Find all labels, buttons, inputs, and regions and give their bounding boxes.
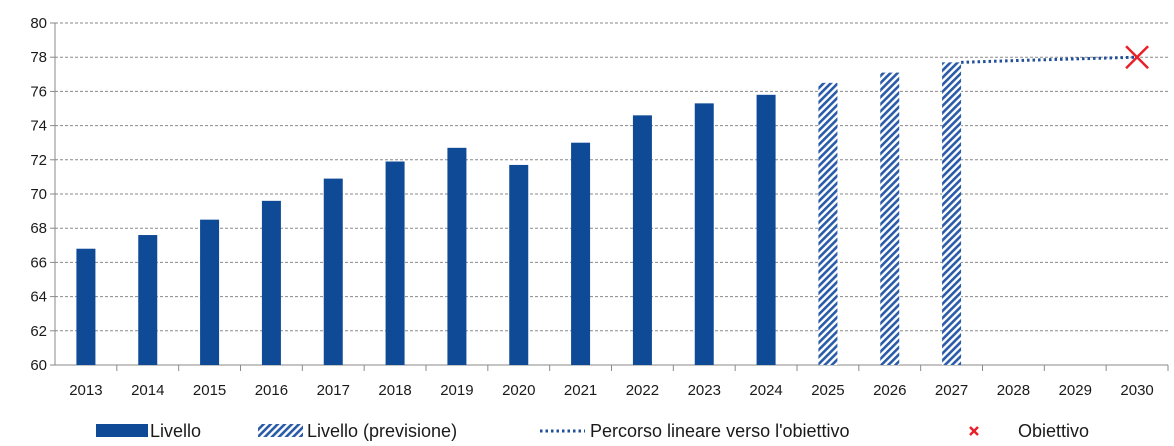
y-tick-label: 76	[30, 83, 47, 100]
legend-item: Livello (previsione)	[258, 421, 457, 441]
x-tick-label: 2021	[564, 382, 597, 399]
y-tick-label: 70	[30, 186, 47, 203]
legend: Livello Livello (previsione) Percorso line…	[96, 421, 1089, 441]
x-tick-label: 2024	[749, 382, 782, 399]
bars	[76, 62, 962, 366]
path-line	[961, 55, 1138, 64]
y-tick-label: 60	[30, 357, 47, 374]
bar-livello	[756, 94, 776, 365]
legend-label: Livello	[150, 421, 201, 441]
legend-swatch	[96, 424, 148, 437]
legend-item: Percorso lineare verso l'obiettivo	[540, 421, 850, 441]
bar-livello	[323, 178, 343, 365]
bar-livello	[76, 248, 96, 365]
x-tick-label: 2030	[1120, 382, 1153, 399]
bar-livello-previsione	[880, 72, 900, 365]
y-tick-label: 62	[30, 323, 47, 340]
gridlines	[55, 22, 1168, 332]
target-path	[961, 55, 1138, 64]
legend-item: Livello	[96, 421, 201, 441]
x-tick-label: 2020	[502, 382, 535, 399]
y-tick-label: 74	[30, 118, 47, 135]
x-tick-label: 2016	[255, 382, 288, 399]
target-marker-stroke	[1125, 45, 1149, 70]
y-tick-label: 72	[30, 152, 47, 169]
x-tick-label: 2027	[935, 382, 968, 399]
x-tick-label: 2025	[811, 382, 844, 399]
bar-livello	[509, 164, 529, 365]
y-tick-label: 66	[30, 254, 47, 271]
bar-livello	[385, 161, 405, 365]
bar-livello	[632, 115, 652, 365]
x-tick-label: 2018	[378, 382, 411, 399]
legend-swatch	[258, 424, 303, 437]
x-tick-label: 2017	[317, 382, 350, 399]
x-tick-label: 2026	[873, 382, 906, 399]
x-tick-label: 2013	[69, 382, 102, 399]
legend-label: Obiettivo	[1018, 421, 1089, 441]
y-tick-label: 64	[30, 289, 47, 306]
bar-livello-previsione	[818, 82, 838, 365]
bar-livello-previsione	[942, 62, 962, 366]
x-tick-label: 2015	[193, 382, 226, 399]
x-tick-label: 2028	[997, 382, 1030, 399]
bar-livello	[200, 219, 220, 365]
x-tick-label: 2019	[440, 382, 473, 399]
y-tick-label: 68	[30, 220, 47, 237]
markers	[1125, 45, 1149, 70]
bar-livello	[571, 142, 591, 365]
target-marker	[1125, 45, 1149, 70]
legend-swatch	[969, 426, 979, 436]
x-tick-label: 2023	[688, 382, 721, 399]
bar-livello	[138, 235, 158, 365]
legend-label: Percorso lineare verso l'obiettivo	[590, 421, 850, 441]
legend-item: Obiettivo	[969, 421, 1089, 441]
bar-livello	[447, 147, 467, 365]
x-tick-label: 2022	[626, 382, 659, 399]
x-axis: 2013 2014 2015 2016 2017 2018 2019 2020 2021 2022…	[55, 364, 1169, 399]
x-tick-label: 2029	[1059, 382, 1092, 399]
legend-label: Livello (previsione)	[307, 421, 457, 441]
y-tick-label: 80	[30, 15, 47, 32]
y-axis: 60 62 64 66 68 70 72 74 76 78 80	[30, 15, 56, 374]
x-tick-label: 2014	[131, 382, 164, 399]
bar-livello	[261, 200, 281, 365]
bar-livello	[694, 103, 714, 366]
y-tick-label: 78	[30, 49, 47, 66]
